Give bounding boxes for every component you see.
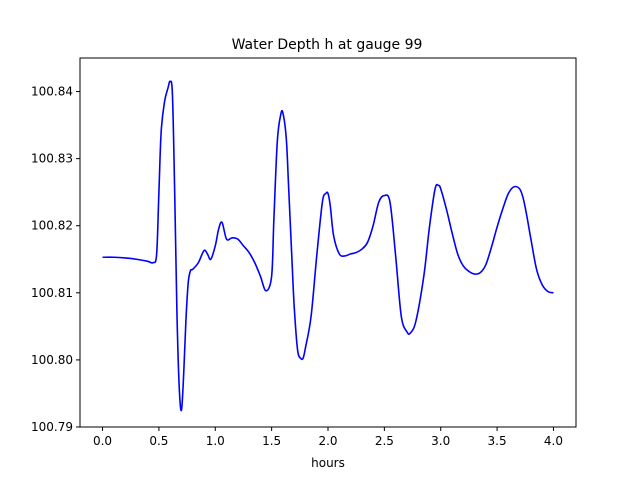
x-tick-label: 1.5 xyxy=(262,434,281,448)
y-tick-label: 100.79 xyxy=(31,420,73,434)
x-tick-label: 1.0 xyxy=(206,434,225,448)
series-line-0 xyxy=(102,80,554,412)
x-axis-label: hours xyxy=(311,456,345,470)
x-tick-label: 2.0 xyxy=(318,434,337,448)
x-tick-label: 0.0 xyxy=(93,434,112,448)
y-tick-label: 100.83 xyxy=(31,152,73,166)
y-tick-label: 100.81 xyxy=(31,286,73,300)
x-tick-label: 3.0 xyxy=(431,434,450,448)
x-tick-label: 2.5 xyxy=(375,434,394,448)
x-tick-label: 3.5 xyxy=(488,434,507,448)
series-layer xyxy=(102,80,554,412)
x-tick-label: 4.0 xyxy=(544,434,563,448)
plot-area xyxy=(80,58,576,427)
x-tick-label: 0.5 xyxy=(149,434,168,448)
x-axis: 0.0 0.5 1.0 1.5 2.0 2.5 3.0 3.5 4.0 xyxy=(93,427,563,448)
y-tick-label: 100.82 xyxy=(31,219,73,233)
chart-title: Water Depth h at gauge 99 xyxy=(232,37,423,53)
y-tick-label: 100.80 xyxy=(31,353,73,367)
y-tick-label: 100.84 xyxy=(31,85,73,99)
y-axis: 100.79 100.80 100.81 100.82 100.83 100.84 xyxy=(31,85,80,434)
